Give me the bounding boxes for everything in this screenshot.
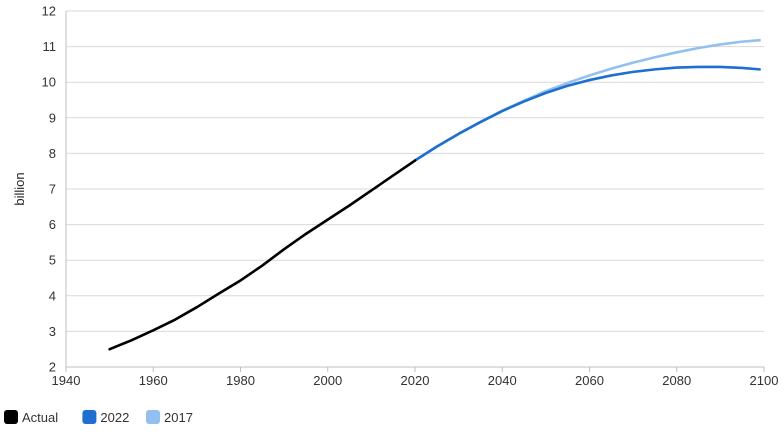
y-tick-label-3: 3 [49,324,56,339]
legend-label-2017: 2017 [164,410,193,425]
series-line-actual [108,159,417,351]
gridlines [66,10,764,368]
legend-swatch-2022 [82,410,97,424]
x-tick-label-2040: 2040 [488,373,517,388]
y-tick-label-12: 12 [42,4,56,19]
legend-swatch-actual [4,410,18,424]
y-tick-label-6: 6 [49,217,56,232]
y-axis-title: billion [12,172,27,205]
series-line-2022 [413,65,761,162]
x-tick-label-1960: 1960 [139,373,168,388]
x-tick-label-2020: 2020 [401,373,430,388]
y-tick-label-4: 4 [49,288,56,303]
legend-swatch-2017 [146,410,160,424]
x-tick-label-2060: 2060 [575,373,604,388]
y-tick-label-11: 11 [43,39,57,54]
axes: 2 3 4 5 6 7 8 9 10 11 12 1940 1960 1980 2000 2020 2040 20… [42,4,779,389]
x-tick-label-2080: 2080 [662,373,691,388]
y-tick-label-2: 2 [49,360,56,375]
series-line-2017 [413,38,761,162]
y-tick-label-8: 8 [49,146,56,161]
x-tick-label-2100: 2100 [750,373,779,388]
y-tick-label-10: 10 [42,75,56,90]
y-tick-label-9: 9 [49,110,56,125]
x-tick-label-1940: 1940 [52,373,81,388]
x-tick-label-2000: 2000 [313,373,342,388]
series-lines [108,38,761,351]
y-tick-label-7: 7 [49,182,56,197]
y-tick-label-5: 5 [49,253,56,268]
legend-label-2022: 2022 [100,410,129,425]
x-tick-label-1980: 1980 [226,373,255,388]
legend: Actual 2022 2017 [4,410,193,425]
legend-label-actual: Actual [22,410,58,425]
